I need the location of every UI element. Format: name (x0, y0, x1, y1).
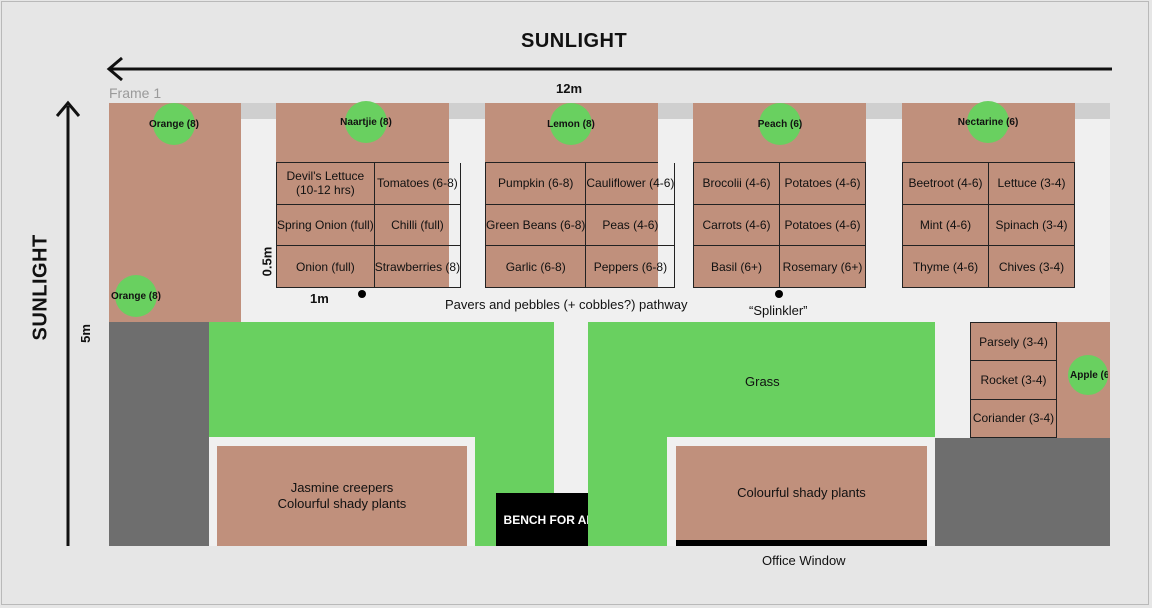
bed-cell: Garlic (6-8) (486, 246, 587, 288)
bed-cell: Peas (4-6) (586, 204, 676, 247)
herb-cell: Parsely (3-4) (971, 323, 1057, 362)
sunlight-side-label: SUNLIGHT (29, 234, 52, 341)
bed-cell: Lettuce (3-4) (989, 163, 1075, 205)
jasmine-bed: Jasmine creepers Colourful shady plants (217, 446, 467, 546)
bed-cell: Peppers (6-8) (586, 246, 676, 288)
bed-cell: Devil's Lettuce (10-12 hrs) (277, 163, 375, 205)
bed-cell: Thyme (4-6) (903, 246, 989, 288)
bed-cell: Onion (full) (277, 246, 375, 288)
bed-cell: Potatoes (4-6) (780, 163, 866, 205)
orange-tree-top: Orange (8) (149, 103, 199, 145)
naartjie-tree: Naartjie (8) (340, 101, 392, 143)
sunlight-top-label: SUNLIGHT (521, 30, 628, 52)
sprinkler-label: “Splinkler” (749, 303, 808, 318)
bed-cell: Pumpkin (6-8) (486, 163, 587, 205)
jasmine-line-2: Colourful shady plants (277, 496, 407, 511)
bed-cell: Spring Onion (full) (277, 204, 375, 247)
bed-cell: Spinach (3-4) (989, 204, 1075, 247)
herb-bed: Parsely (3-4) Rocket (3-4) Coriander (3-… (970, 322, 1057, 438)
office-window-label: Office Window (762, 553, 846, 568)
herb-cell: Rocket (3-4) (971, 361, 1057, 400)
bed-cell: Chilli (full) (374, 204, 462, 247)
bed-cell: Mint (4-6) (903, 204, 989, 247)
bed-cell: Chives (3-4) (989, 246, 1075, 288)
vegetable-bed-2: Pumpkin (6-8) Cauliflower (4-6) Green Be… (485, 162, 676, 288)
vegetable-bed-1: Devil's Lettuce (10-12 hrs) Tomatoes (6-… (276, 162, 462, 288)
bed-cell: Tomatoes (6-8) (374, 163, 462, 205)
bed-cell: Basil (6+) (694, 246, 780, 288)
paved-area-right (935, 438, 1110, 546)
bed-cell: Brocolii (4-6) (694, 163, 780, 205)
bed-cell: Beetroot (4-6) (903, 163, 989, 205)
width-dimension: 12m (556, 81, 583, 96)
paved-area-left (109, 322, 209, 546)
vegetable-bed-3: Brocolii (4-6) Potatoes (4-6) Carrots (4… (693, 162, 866, 288)
height-dimension: 5m (77, 324, 93, 343)
one-meter-dimension: 1m (310, 291, 329, 306)
orange-tree-bottom: Orange (8) (111, 275, 161, 317)
sprinkler-point-icon (358, 290, 366, 298)
bed-cell: Rosemary (6+) (780, 246, 866, 288)
lemon-tree: Lemon (8) (547, 103, 595, 145)
bed-cell: Carrots (4-6) (694, 204, 780, 247)
bed-cell: Potatoes (4-6) (780, 204, 866, 247)
half-meter-dimension: 0.5m (259, 246, 275, 277)
vegetable-bed-4: Beetroot (4-6) Lettuce (3-4) Mint (4-6) … (902, 162, 1075, 288)
shady-plants-bed: Colourful shady plants (676, 446, 927, 540)
sunlight-arrow-up-icon (56, 100, 80, 546)
grass-label: Grass (745, 374, 780, 389)
jasmine-line-1: Jasmine creepers (290, 480, 394, 495)
bed-cell: Cauliflower (4-6) (586, 163, 676, 205)
sunlight-arrow-left-icon (106, 56, 1112, 82)
herb-cell: Coriander (3-4) (971, 399, 1057, 438)
pathway-label: Pavers and pebbles (+ cobbles?) pathway (445, 297, 688, 312)
nectarine-tree: Nectarine (6) (958, 101, 1018, 143)
apple-tree: Apple (6) (1068, 355, 1108, 395)
office-window-line (676, 540, 927, 546)
sprinkler-point-icon (775, 290, 783, 298)
bed-cell: Strawberries (8) (374, 246, 462, 288)
frame-label: Frame 1 (109, 85, 162, 101)
bed-cell: Green Beans (6-8) (486, 204, 587, 247)
peach-tree: Peach (6) (758, 103, 802, 145)
